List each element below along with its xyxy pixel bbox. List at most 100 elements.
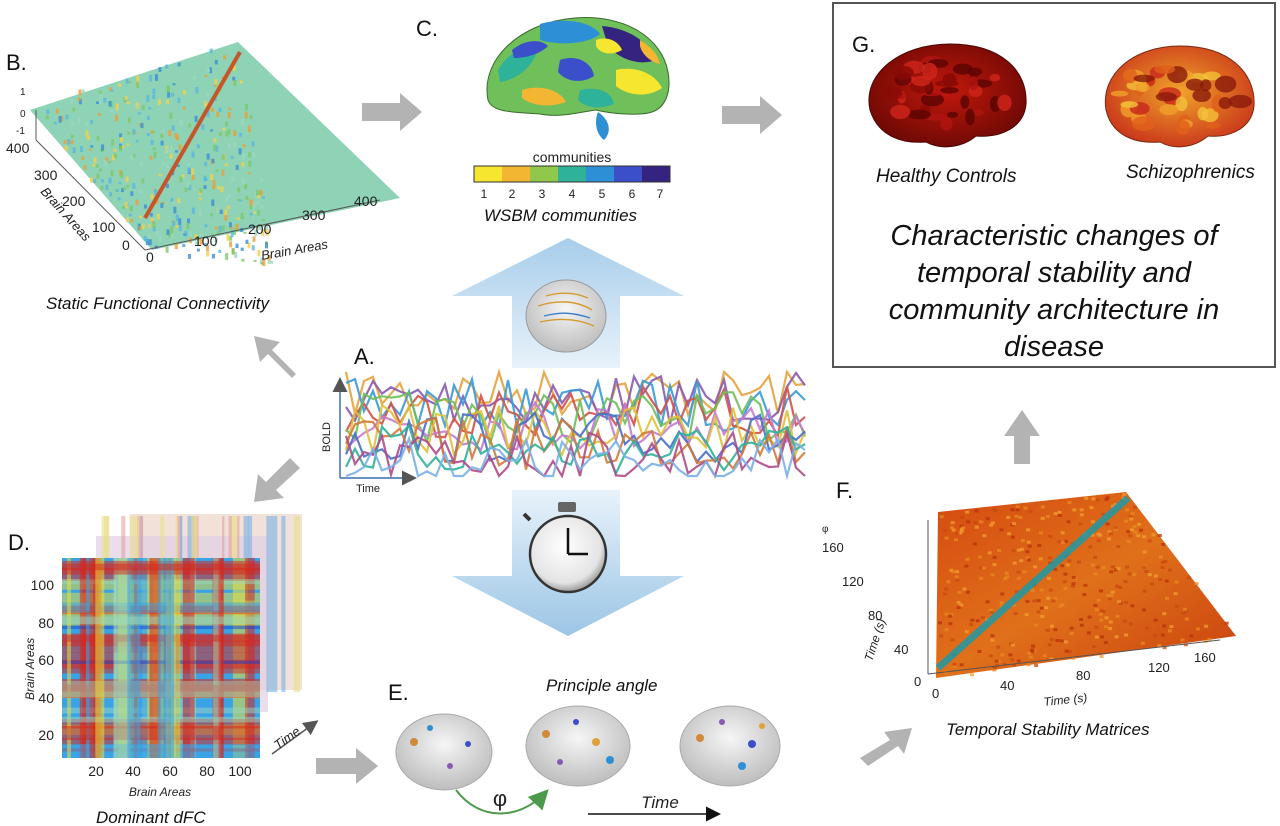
tsm-noise-speck	[977, 650, 982, 653]
sfc-noise-speck	[70, 135, 74, 139]
tsm-noise-speck	[1133, 530, 1138, 534]
sfc-noise-speck	[152, 147, 156, 150]
community-legend-tick: 1	[481, 187, 488, 201]
tsm-x-tick: 160	[1194, 650, 1216, 665]
tsm-noise-speck	[1126, 530, 1131, 534]
sfc-noise-speck	[132, 153, 136, 158]
sfc-noise-speck	[177, 198, 181, 204]
tsm-noise-speck	[1142, 608, 1146, 612]
sfc-noise-speck	[223, 55, 227, 60]
community-swatch-7	[642, 166, 670, 182]
sfc-noise-speck	[225, 131, 229, 137]
tsm-noise-speck	[1007, 532, 1012, 536]
sfc-noise-speck	[227, 128, 231, 135]
sfc-noise-speck	[181, 174, 185, 178]
tsm-noise-speck	[1094, 635, 1099, 639]
sfc-noise-speck	[241, 118, 244, 126]
tsm-noise-speck	[974, 509, 979, 513]
sfc-noise-speck	[136, 82, 140, 89]
sfc-noise-speck	[100, 186, 104, 190]
sfc-noise-speck	[150, 139, 154, 145]
sfc-noise-speck	[170, 226, 174, 234]
tsm-noise-speck	[1053, 628, 1058, 632]
tsm-noise-speck	[1025, 599, 1030, 603]
tsm-noise-speck	[1049, 657, 1054, 661]
sfc-noise-speck	[260, 205, 264, 209]
sfc-noise-speck	[158, 236, 162, 242]
tsm-noise-speck	[1055, 639, 1060, 642]
brain-region-patch	[1110, 90, 1129, 97]
tsm-noise-speck	[1023, 506, 1028, 510]
tsm-noise-speck	[1158, 578, 1163, 582]
sfc-noise-speck	[196, 144, 200, 149]
sfc-noise-speck	[160, 140, 164, 146]
sfc-noise-speck	[216, 111, 220, 117]
sfc-noise-speck	[165, 246, 169, 253]
brain-region-patch	[920, 93, 945, 107]
dfc-y-tick: 40	[38, 690, 54, 706]
brain-region-patch	[1155, 92, 1177, 102]
tsm-noise-speck	[1030, 650, 1035, 654]
tsm-noise-speck	[1045, 628, 1050, 632]
sfc-noise-speck	[227, 223, 231, 226]
tsm-noise-speck	[1051, 599, 1056, 603]
sfc-noise-speck	[121, 188, 124, 193]
sfc-noise-speck	[260, 262, 264, 265]
dfc-stripe	[79, 558, 90, 758]
sfc-noise-speck	[239, 199, 243, 202]
sfc-depth-tick: 400	[6, 140, 30, 156]
stopwatch-crown	[558, 502, 576, 512]
tsm-noise-speck	[1127, 572, 1132, 576]
sfc-noise-speck	[138, 215, 142, 219]
sfc-noise-speck	[233, 130, 237, 136]
tsm-noise-speck	[1005, 575, 1010, 579]
tsm-noise-speck	[1108, 532, 1113, 536]
sfc-noise-speck	[170, 234, 174, 238]
tsm-noise-speck	[978, 555, 983, 559]
sfc-noise-speck	[227, 194, 231, 197]
sfc-noise-speck	[239, 132, 243, 137]
tsm-noise-speck	[1016, 576, 1021, 580]
tsm-noise-speck	[1157, 644, 1162, 648]
sfc-noise-speck	[212, 185, 216, 190]
sfc-noise-speck	[158, 67, 162, 72]
tsm-noise-speck	[939, 515, 944, 519]
sfc-noise-speck	[218, 132, 222, 136]
sfc-noise-speck	[229, 236, 233, 241]
tsm-noise-speck	[1036, 610, 1041, 614]
dfc-stripe	[218, 558, 224, 758]
dfc-stripe	[213, 558, 221, 758]
dfc-x-tick: 40	[125, 763, 141, 779]
sfc-noise-speck	[191, 168, 195, 175]
sfc-noise-speck	[169, 146, 173, 153]
panel-g-statement: Characteristic changes of temporal stabi…	[888, 220, 1220, 363]
tsm-x-axis	[927, 639, 1221, 675]
tsm-noise-speck	[990, 638, 995, 642]
tsm-noise-speck	[1224, 621, 1229, 625]
tsm-noise-speck	[1053, 512, 1058, 516]
tsm-noise-speck	[970, 673, 974, 677]
sfc-noise-speck	[118, 182, 122, 185]
sfc-x-axis	[144, 199, 381, 251]
sfc-noise-speck	[71, 121, 75, 126]
tsm-noise-speck	[1064, 649, 1069, 653]
brain-region-patch	[1197, 106, 1209, 121]
tsm-noise-speck	[1057, 540, 1062, 544]
tsm-noise-speck	[979, 566, 984, 570]
tsm-noise-speck	[1153, 618, 1158, 622]
tsm-noise-speck	[956, 606, 961, 610]
sfc-noise-speck	[186, 181, 190, 188]
tsm-noise-speck	[1048, 588, 1053, 592]
sfc-noise-speck	[214, 79, 218, 85]
sfc-noise-speck	[152, 88, 156, 94]
tsm-noise-speck	[988, 654, 993, 658]
sfc-noise-speck	[234, 252, 238, 259]
tsm-noise-speck	[1162, 646, 1167, 650]
tsm-noise-speck	[1183, 643, 1188, 647]
sfc-noise-speck	[196, 248, 200, 252]
tsm-noise-speck	[1129, 517, 1134, 521]
sfc-noise-speck	[151, 130, 155, 134]
bold-signal-line	[345, 423, 806, 476]
arrow-f-to-g	[1004, 410, 1040, 464]
sfc-noise-speck	[215, 145, 219, 152]
